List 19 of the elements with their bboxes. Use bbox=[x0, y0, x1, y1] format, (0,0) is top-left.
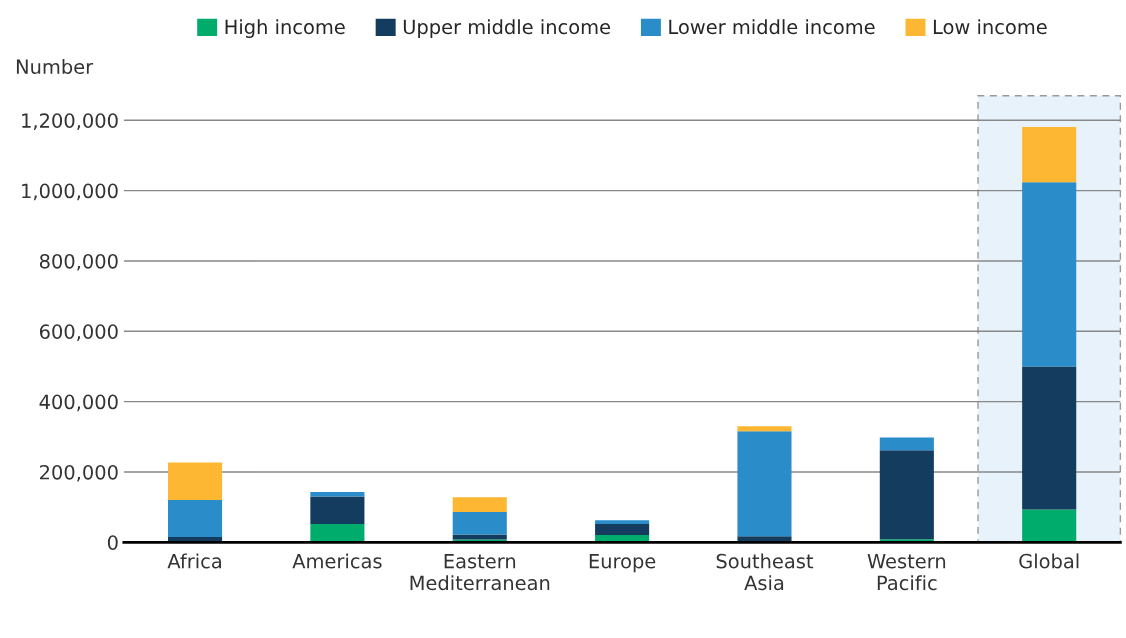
x-tick-label: Americas bbox=[292, 553, 382, 569]
y-axis-title: Number bbox=[16, 59, 94, 75]
legend-label: Upper middle income bbox=[403, 19, 611, 39]
x-tick-label: Southeast Asia bbox=[716, 553, 814, 591]
y-tick-label: 1,000,000 bbox=[22, 183, 118, 201]
legend-label: Low income bbox=[933, 19, 1047, 35]
y-tick-label: 800,000 bbox=[39, 253, 118, 271]
y-tick-label: 600,000 bbox=[39, 324, 118, 341]
y-tick-label: 200,000 bbox=[40, 464, 118, 482]
y-tick-label: 0 bbox=[107, 535, 118, 550]
legend-label: High income bbox=[225, 19, 345, 39]
y-tick-label: 1,200,000 bbox=[22, 113, 118, 130]
y-tick-label: 400,000 bbox=[39, 394, 118, 412]
x-tick-label: Eastern Mediterranean bbox=[410, 554, 550, 591]
x-tick-label: Global bbox=[1019, 553, 1079, 569]
x-tick-label: Europe bbox=[589, 554, 656, 573]
x-tick-label: Western Pacific bbox=[867, 554, 946, 591]
legend-label: Lower middle income bbox=[669, 19, 875, 35]
x-tick-label: Africa bbox=[167, 553, 221, 569]
